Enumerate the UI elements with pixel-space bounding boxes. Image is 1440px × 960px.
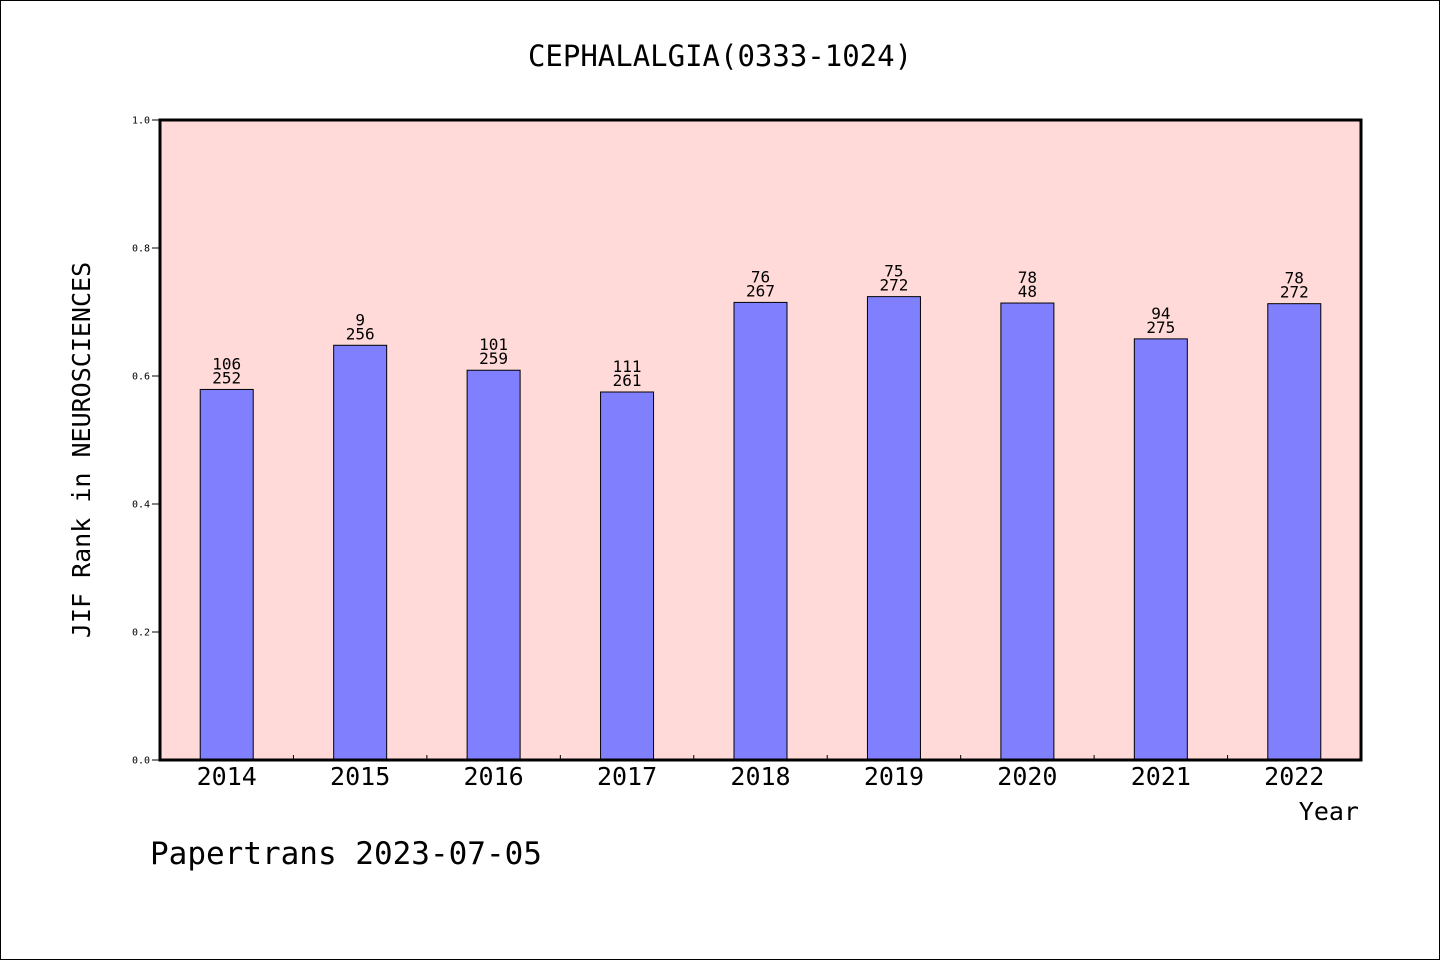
y-axis: 0.0 0.2 0.4 0.6 0.8 1.0: [132, 116, 160, 767]
bar-label-bottom: 252: [212, 368, 241, 387]
bar-label-top: 111: [613, 357, 642, 376]
x-tick-label: 2016: [464, 762, 524, 791]
bar-label-bottom: 275: [1146, 318, 1175, 337]
y-tick-label: 0.6: [132, 372, 150, 383]
bar-label-bottom: 48: [1018, 282, 1037, 301]
bar-label-top: 106: [212, 354, 241, 373]
y-tick-label: 0.4: [132, 500, 150, 511]
plot-border: [158, 118, 1363, 762]
x-tick-label: 2021: [1131, 762, 1191, 791]
bar-2014: [199, 388, 254, 761]
bar-2021: [1133, 338, 1188, 761]
bar-label-top: 101: [479, 335, 508, 354]
y-axis-label: JIF Rank in NEUROSCIENCES: [67, 262, 96, 638]
x-tick-label: 2014: [197, 762, 257, 791]
bar-label-top: 76: [751, 267, 770, 286]
bar-label-top: 75: [884, 262, 903, 281]
bar-2017: [600, 391, 655, 761]
bar-2015: [333, 344, 388, 761]
bar-2016: [466, 369, 521, 761]
x-tick-label: 2015: [330, 762, 390, 791]
bar-label-bottom: 272: [1280, 283, 1309, 302]
bar-label-bottom: 256: [346, 324, 375, 343]
x-tick-label: 2019: [864, 762, 924, 791]
y-tick-label: 0.0: [132, 756, 150, 767]
x-tick-label: 2020: [997, 762, 1057, 791]
y-tick-label: 0.8: [132, 244, 150, 255]
bar-label-bottom: 259: [479, 349, 508, 368]
x-axis-label: Year: [1299, 797, 1359, 826]
bar-2018: [733, 301, 788, 761]
bar-2022: [1267, 303, 1322, 761]
x-tick-label: 2017: [597, 762, 657, 791]
bar-label-top: 94: [1151, 304, 1170, 323]
bar-label-top: 78: [1285, 269, 1304, 288]
bar-label-bottom: 272: [879, 276, 908, 295]
chart-title: CEPHALALGIA(0333-1024): [528, 39, 912, 73]
x-axis: 2014 2015 2016 2017 2018 2019 2020 2021 2022: [197, 755, 1324, 791]
bar-2019: [866, 296, 921, 761]
bar-label-bottom: 261: [613, 371, 642, 390]
bar-label-top: 9: [355, 310, 365, 329]
x-tick-label: 2022: [1264, 762, 1324, 791]
bar-2020: [1000, 302, 1055, 761]
bar-label-bottom: 267: [746, 281, 775, 300]
footer-text: Papertrans 2023-07-05: [150, 836, 542, 872]
y-tick-label: 0.2: [132, 628, 150, 639]
y-tick-label: 1.0: [132, 116, 150, 127]
x-tick-label: 2018: [730, 762, 790, 791]
bar-label-top: 78: [1018, 268, 1037, 287]
